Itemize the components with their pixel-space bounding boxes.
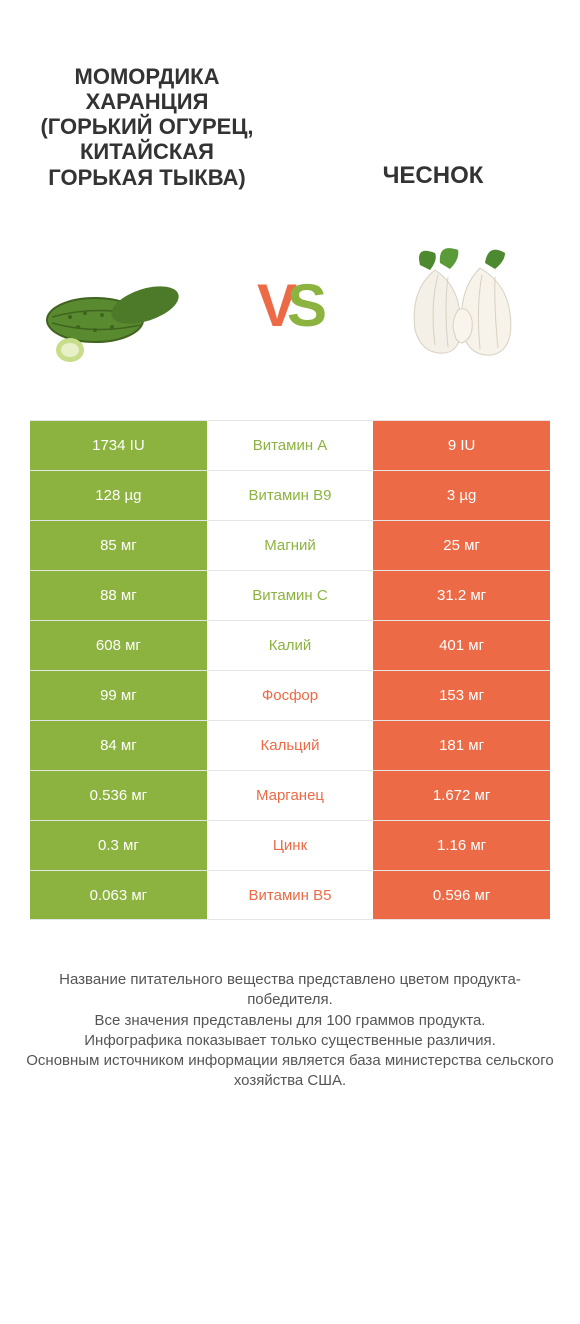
- right-value-cell: 1.672 мг: [373, 771, 550, 820]
- table-row: 99 мгФосфор153 мг: [30, 670, 550, 720]
- table-row: 128 µgВитамин B93 µg: [30, 470, 550, 520]
- left-value-cell: 88 мг: [30, 571, 207, 620]
- table-row: 84 мгКальций181 мг: [30, 720, 550, 770]
- nutrient-label: Магний: [207, 521, 373, 570]
- nutrient-label: Калий: [207, 621, 373, 670]
- right-value-cell: 153 мг: [373, 671, 550, 720]
- right-value-cell: 31.2 мг: [373, 571, 550, 620]
- footer-line: Инфографика показывает только существенн…: [24, 1031, 556, 1051]
- right-value-cell: 25 мг: [373, 521, 550, 570]
- nutrient-label: Витамин B9: [207, 471, 373, 520]
- bitter-melon-image: [40, 235, 200, 375]
- images-row: VS: [0, 200, 580, 420]
- footer-line: Название питательного вещества представл…: [24, 970, 556, 1011]
- nutrient-label: Кальций: [207, 721, 373, 770]
- nutrient-label: Витамин B5: [207, 871, 373, 919]
- table-row: 0.536 мгМарганец1.672 мг: [30, 770, 550, 820]
- header: МОМОРДИКА ХАРАНЦИЯ (ГОРЬКИЙ ОГУРЕЦ, КИТА…: [0, 0, 580, 200]
- footer-line: Основным источником информации является …: [24, 1051, 556, 1092]
- left-value-cell: 0.3 мг: [30, 821, 207, 870]
- table-row: 85 мгМагний25 мг: [30, 520, 550, 570]
- garlic-image: [380, 235, 540, 375]
- left-value-cell: 99 мг: [30, 671, 207, 720]
- left-value-cell: 0.063 мг: [30, 871, 207, 919]
- vs-s: S: [287, 271, 323, 340]
- table-row: 0.3 мгЦинк1.16 мг: [30, 820, 550, 870]
- right-value-cell: 3 µg: [373, 471, 550, 520]
- footer-line: Все значения представлены для 100 граммо…: [24, 1011, 556, 1031]
- table-row: 0.063 мгВитамин B50.596 мг: [30, 870, 550, 920]
- nutrient-label: Витамин C: [207, 571, 373, 620]
- left-value-cell: 0.536 мг: [30, 771, 207, 820]
- infographic-container: МОМОРДИКА ХАРАНЦИЯ (ГОРЬКИЙ ОГУРЕЦ, КИТА…: [0, 0, 580, 1324]
- nutrient-label: Цинк: [207, 821, 373, 870]
- table-row: 608 мгКалий401 мг: [30, 620, 550, 670]
- left-food-title: МОМОРДИКА ХАРАНЦИЯ (ГОРЬКИЙ ОГУРЕЦ, КИТА…: [30, 64, 264, 190]
- right-value-cell: 0.596 мг: [373, 871, 550, 919]
- left-value-cell: 84 мг: [30, 721, 207, 770]
- vs-label: VS: [257, 271, 323, 340]
- table-row: 1734 IUВитамин A9 IU: [30, 420, 550, 470]
- nutrient-label: Витамин A: [207, 421, 373, 470]
- table-row: 88 мгВитамин C31.2 мг: [30, 570, 550, 620]
- right-food-title: ЧЕСНОК: [316, 162, 550, 190]
- right-value-cell: 181 мг: [373, 721, 550, 770]
- nutrient-label: Марганец: [207, 771, 373, 820]
- right-value-cell: 401 мг: [373, 621, 550, 670]
- left-value-cell: 608 мг: [30, 621, 207, 670]
- nutrient-label: Фосфор: [207, 671, 373, 720]
- left-value-cell: 85 мг: [30, 521, 207, 570]
- comparison-table: 1734 IUВитамин A9 IU128 µgВитамин B93 µg…: [0, 420, 580, 920]
- right-value-cell: 1.16 мг: [373, 821, 550, 870]
- footer-notes: Название питательного вещества представл…: [0, 920, 580, 1112]
- right-value-cell: 9 IU: [373, 421, 550, 470]
- left-value-cell: 1734 IU: [30, 421, 207, 470]
- left-value-cell: 128 µg: [30, 471, 207, 520]
